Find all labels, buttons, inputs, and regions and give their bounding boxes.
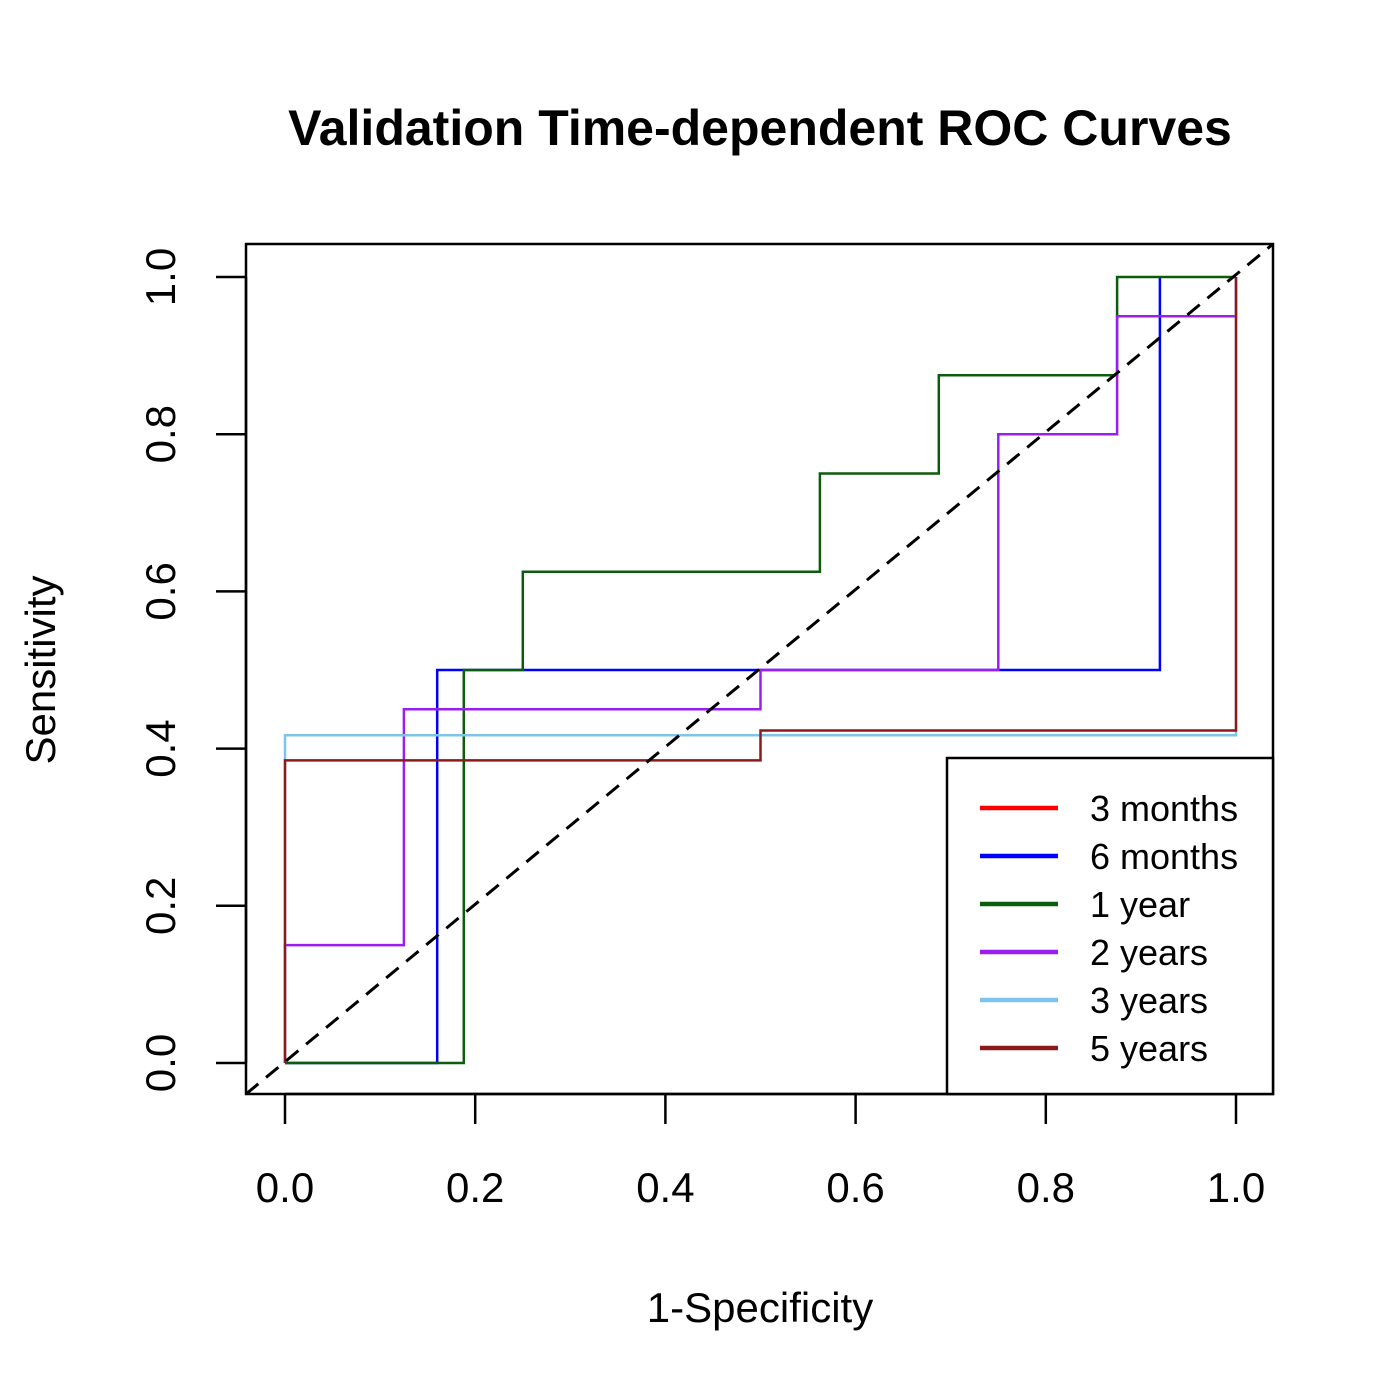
y-tick-label: 1.0 <box>137 248 184 306</box>
roc-curves <box>245 242 1274 1096</box>
y-tick-label: 0.6 <box>137 562 184 620</box>
x-tick-label: 0.8 <box>1017 1164 1075 1211</box>
y-tick-label: 0.4 <box>137 719 184 777</box>
legend-label: 3 years <box>1090 980 1208 1021</box>
y-axis: 0.0 0.2 0.4 0.6 0.8 1.0 <box>137 248 248 1092</box>
y-tick-label: 0.2 <box>137 877 184 935</box>
x-axis-label: 1-Specificity <box>647 1284 873 1331</box>
x-tick-label: 0.6 <box>826 1164 884 1211</box>
x-tick-label: 0.0 <box>256 1164 314 1211</box>
legend-label: 1 year <box>1090 884 1190 925</box>
legend-label: 3 months <box>1090 788 1238 829</box>
y-tick-label: 0.0 <box>137 1034 184 1092</box>
legend-box <box>945 756 1275 1096</box>
legend-label: 2 years <box>1090 932 1208 973</box>
roc-curve-5-years <box>283 277 1238 1063</box>
x-axis: 0.0 0.2 0.4 0.6 0.8 1.0 <box>256 1092 1265 1211</box>
y-axis-label: Sensitivity <box>17 575 64 764</box>
plot-frame <box>244 242 1275 1096</box>
y-tick-label: 0.8 <box>137 405 184 463</box>
x-tick-label: 0.2 <box>446 1164 504 1211</box>
legend-label: 6 months <box>1090 836 1238 877</box>
legend-label: 5 years <box>1090 1028 1208 1069</box>
roc-curve-2-years <box>283 277 1238 1063</box>
x-tick-label: 0.4 <box>636 1164 694 1211</box>
legend: 3 months 6 months 1 year 2 years 3 years 5 ye… <box>945 756 1275 1096</box>
x-tick-label: 1.0 <box>1207 1164 1265 1211</box>
reference-diagonal <box>245 242 1274 1096</box>
chart-title: Validation Time-dependent ROC Curves <box>288 100 1232 156</box>
